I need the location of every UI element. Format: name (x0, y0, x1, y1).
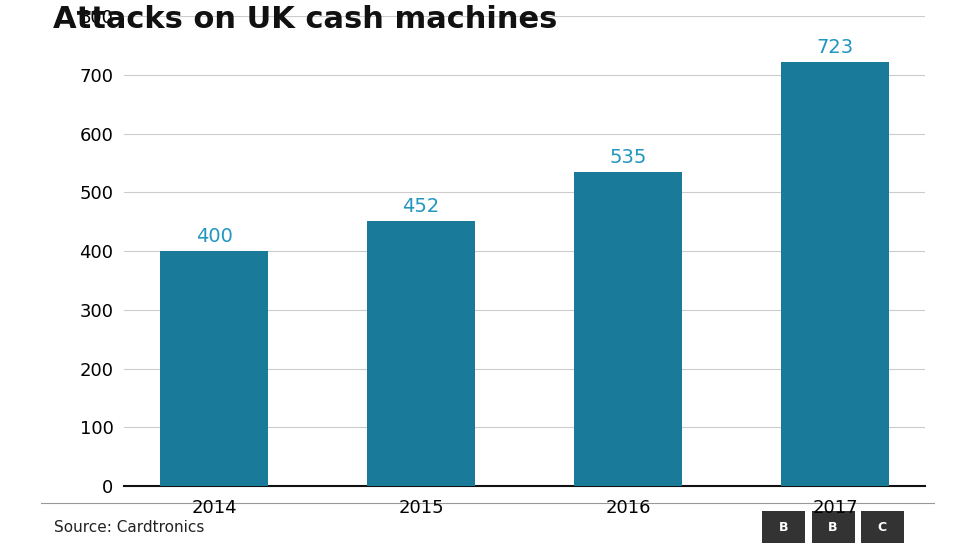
Bar (781, 61, 889, 486)
Text: 452: 452 (402, 197, 440, 216)
Text: Attacks on UK cash machines: Attacks on UK cash machines (53, 5, 557, 35)
Text: 535: 535 (609, 148, 647, 167)
FancyBboxPatch shape (812, 511, 855, 544)
Text: C: C (877, 520, 887, 534)
Text: 723: 723 (817, 38, 854, 57)
FancyBboxPatch shape (762, 511, 805, 544)
Bar (574, 172, 682, 486)
Bar (160, 251, 268, 486)
Bar (367, 221, 475, 486)
Text: Source: Cardtronics: Source: Cardtronics (55, 519, 205, 535)
Text: B: B (829, 520, 837, 534)
Text: B: B (779, 520, 789, 534)
Text: 400: 400 (196, 227, 232, 247)
FancyBboxPatch shape (861, 511, 904, 544)
